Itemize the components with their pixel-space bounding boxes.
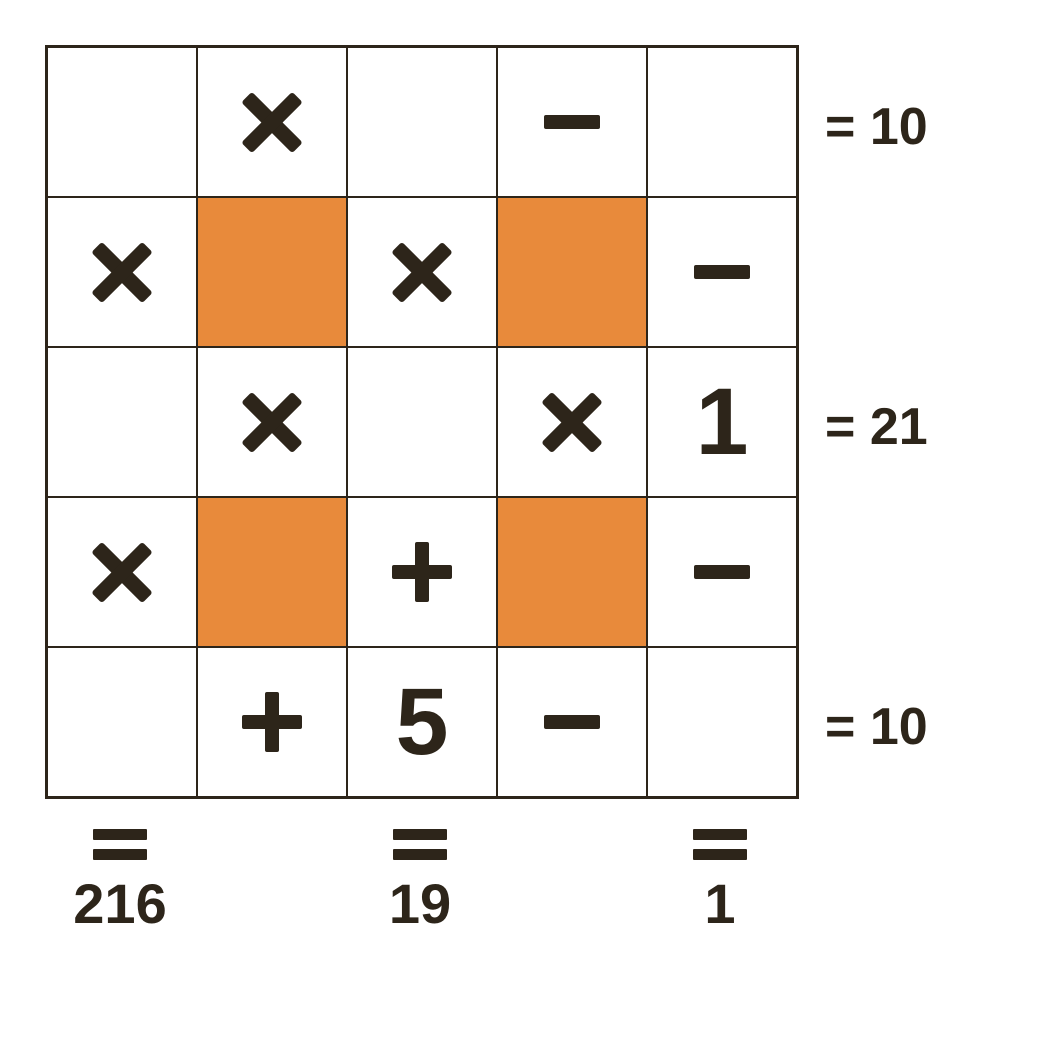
- operator-cell-times: [497, 347, 647, 497]
- given-number: 1: [696, 375, 749, 470]
- equals-icon: [693, 827, 747, 861]
- col-result: 1: [645, 811, 795, 936]
- row-result-text: = 10: [825, 98, 928, 156]
- row-result: = 21: [825, 397, 928, 457]
- operator-cell-minus: [497, 647, 647, 797]
- input-cell[interactable]: [647, 47, 797, 197]
- equals-icon: [393, 827, 447, 861]
- operator-cell-times: [47, 197, 197, 347]
- input-cell[interactable]: [47, 647, 197, 797]
- input-cell[interactable]: [47, 47, 197, 197]
- operator-cell-plus: [347, 497, 497, 647]
- col-result-value: 1: [645, 871, 795, 936]
- col-result-value: 216: [45, 871, 195, 936]
- operator-cell-times: [47, 497, 197, 647]
- col-result-value: 19: [345, 871, 495, 936]
- operator-cell-times: [197, 47, 347, 197]
- given-number: 5: [396, 675, 449, 770]
- operator-cell-minus: [647, 197, 797, 347]
- equals-icon: [93, 827, 147, 861]
- operator-cell-plus: [197, 647, 347, 797]
- input-cell[interactable]: [347, 347, 497, 497]
- shaded-cell: [497, 497, 647, 647]
- operator-cell-times: [197, 347, 347, 497]
- row-result-text: = 21: [825, 398, 928, 456]
- input-cell[interactable]: [347, 47, 497, 197]
- operator-cell-times: [347, 197, 497, 347]
- col-result: 19: [345, 811, 495, 936]
- input-cell[interactable]: [47, 347, 197, 497]
- number-cell: 5: [347, 647, 497, 797]
- operator-cell-minus: [647, 497, 797, 647]
- col-result: 216: [45, 811, 195, 936]
- input-cell[interactable]: [647, 647, 797, 797]
- puzzle-grid: 15: [45, 45, 799, 799]
- shaded-cell: [197, 497, 347, 647]
- shaded-cell: [497, 197, 647, 347]
- number-cell: 1: [647, 347, 797, 497]
- shaded-cell: [197, 197, 347, 347]
- row-result-text: = 10: [825, 698, 928, 756]
- puzzle-container: 15 = 10= 21= 10 216191: [45, 45, 799, 799]
- operator-cell-minus: [497, 47, 647, 197]
- row-result: = 10: [825, 697, 928, 757]
- row-result: = 10: [825, 97, 928, 157]
